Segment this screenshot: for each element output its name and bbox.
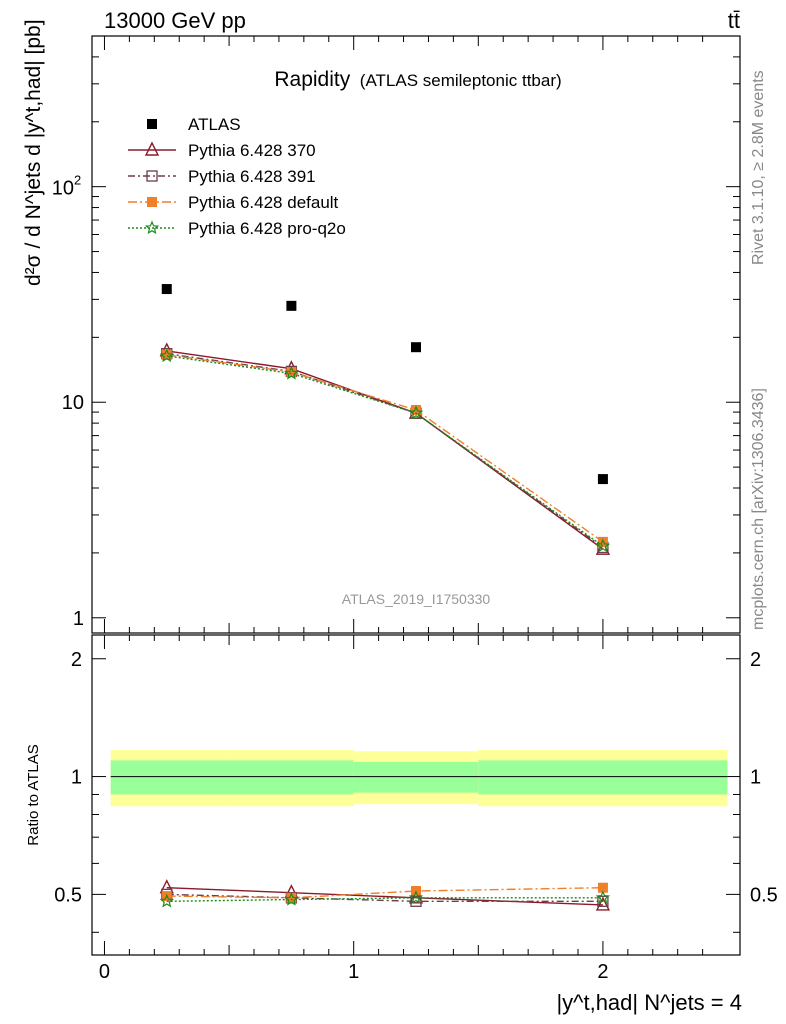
marker-square (286, 367, 297, 378)
band-inner (478, 760, 728, 795)
marker-star (595, 890, 611, 904)
x-tick-label: 0 (99, 961, 110, 983)
marker-square-open (597, 895, 609, 907)
y-tick-label-exponent: 2 (74, 173, 81, 188)
ratio-y-tick-label-right: 1 (750, 767, 761, 789)
series-ratio-line (166, 887, 603, 899)
marker-triangle (595, 896, 611, 911)
ratio-plot: 0 1 2 0.5 0.5 1 1 2 2 (54, 634, 778, 983)
legend-label: ATLAS (188, 115, 241, 134)
series-line (166, 355, 604, 547)
ratio-y-tick-label: 2 (71, 649, 82, 671)
marker-square (411, 405, 421, 416)
marker-star (284, 365, 299, 380)
x-tick-label: 2 (597, 961, 608, 983)
series-line (166, 352, 604, 549)
band-inner (353, 761, 479, 793)
ratio-y-axis-label: Ratio to ATLAS (25, 744, 42, 845)
marker-star (408, 890, 424, 904)
header-right-label: tt̄ (728, 8, 740, 33)
y-axis-label: d²σ / d N^jets d |y^t,had| [pb] (22, 19, 45, 286)
marker-star (595, 538, 611, 553)
marker-square (147, 197, 157, 207)
marker-data (147, 119, 157, 129)
marker-square-open (410, 895, 422, 907)
y-tick-label: 10 (52, 178, 74, 200)
chart-subtitle: (ATLAS semileptonic ttbar) (360, 71, 562, 90)
chart-title: Rapidity (274, 68, 350, 91)
marker-square (286, 892, 297, 903)
marker-data (286, 300, 297, 311)
marker-data (161, 284, 172, 295)
band-inner (110, 760, 230, 795)
series-ratio-line (166, 893, 603, 903)
side-text-rivet: Rivet 3.1.10, ≥ 2.8M events (750, 70, 767, 265)
main-frame (91, 35, 741, 634)
marker-star (284, 892, 299, 906)
marker-star (159, 893, 174, 908)
marker-square-open (146, 170, 158, 182)
ratio-y-tick-label: 1 (71, 767, 82, 789)
ratio-frame (91, 634, 741, 956)
ratio-y-tick-label-right: 2 (750, 649, 761, 671)
marker-star (408, 405, 424, 420)
marker-star (144, 220, 160, 235)
series-line (166, 354, 604, 543)
series-line (166, 350, 604, 550)
analysis-id-label: ATLAS_2019_I1750330 (342, 591, 491, 607)
legend-label: Pythia 6.428 370 (188, 141, 316, 160)
legend-label: Pythia 6.428 default (188, 193, 339, 212)
marker-triangle (144, 141, 160, 156)
y-tick-label: 10 (62, 392, 84, 414)
ratio-y-tick-label: 0.5 (54, 884, 82, 906)
marker-data (411, 342, 421, 353)
marker-square (161, 349, 172, 360)
x-axis-label: |y^t,had| N^jets = 4 (556, 990, 742, 1015)
legend-label: Pythia 6.428 pro-q2o (188, 219, 346, 238)
header-left-label: 13000 GeV pp (104, 8, 246, 33)
marker-square (597, 882, 608, 893)
chart-title-group: Rapidity (ATLAS semileptonic ttbar) (274, 68, 561, 91)
y-tick-label: 1 (73, 608, 84, 630)
ratio-y-tick-label-right: 0.5 (750, 884, 778, 906)
marker-star (159, 348, 174, 363)
band-inner (229, 760, 354, 795)
legend: ATLAS Pythia 6.428 370 Pythia 6.428 391 Pyt… (128, 115, 346, 238)
x-tick-label: 1 (348, 961, 359, 983)
marker-data (597, 474, 608, 485)
marker-square (597, 536, 608, 547)
series-ratio-line (166, 887, 603, 906)
side-text-mcplots: mcplots.cern.ch [arXiv:1306.3436] (750, 388, 767, 630)
legend-label: Pythia 6.428 391 (188, 167, 316, 186)
marker-triangle (159, 879, 174, 894)
